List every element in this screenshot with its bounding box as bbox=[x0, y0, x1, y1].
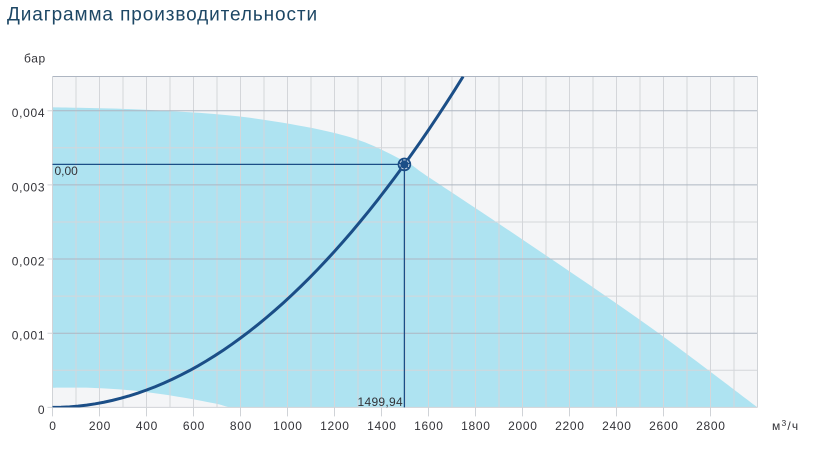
svg-text:2800: 2800 bbox=[696, 419, 726, 433]
svg-text:2200: 2200 bbox=[555, 419, 585, 433]
svg-text:1400: 1400 bbox=[367, 419, 397, 433]
svg-text:0,003: 0,003 bbox=[12, 180, 46, 194]
svg-text:1600: 1600 bbox=[414, 419, 444, 433]
svg-text:0,004: 0,004 bbox=[12, 106, 46, 120]
svg-text:бар: бар bbox=[24, 51, 46, 65]
svg-text:Диаграмма производительности: Диаграмма производительности bbox=[7, 4, 318, 25]
svg-text:800: 800 bbox=[230, 419, 252, 433]
svg-text:0,001: 0,001 bbox=[12, 329, 46, 343]
svg-text:0: 0 bbox=[49, 419, 56, 433]
svg-text:м3/ч: м3/ч bbox=[772, 418, 799, 433]
svg-text:0: 0 bbox=[38, 403, 45, 417]
svg-text:2600: 2600 bbox=[649, 419, 679, 433]
svg-text:400: 400 bbox=[136, 419, 158, 433]
svg-text:0,00: 0,00 bbox=[55, 164, 79, 178]
svg-text:1200: 1200 bbox=[320, 419, 350, 433]
svg-text:1499,94: 1499,94 bbox=[358, 395, 404, 409]
svg-text:600: 600 bbox=[183, 419, 205, 433]
svg-text:1000: 1000 bbox=[273, 419, 303, 433]
svg-text:1800: 1800 bbox=[461, 419, 491, 433]
svg-text:2000: 2000 bbox=[508, 419, 538, 433]
svg-text:2400: 2400 bbox=[602, 419, 632, 433]
svg-text:200: 200 bbox=[89, 419, 111, 433]
svg-text:0,002: 0,002 bbox=[12, 255, 46, 269]
